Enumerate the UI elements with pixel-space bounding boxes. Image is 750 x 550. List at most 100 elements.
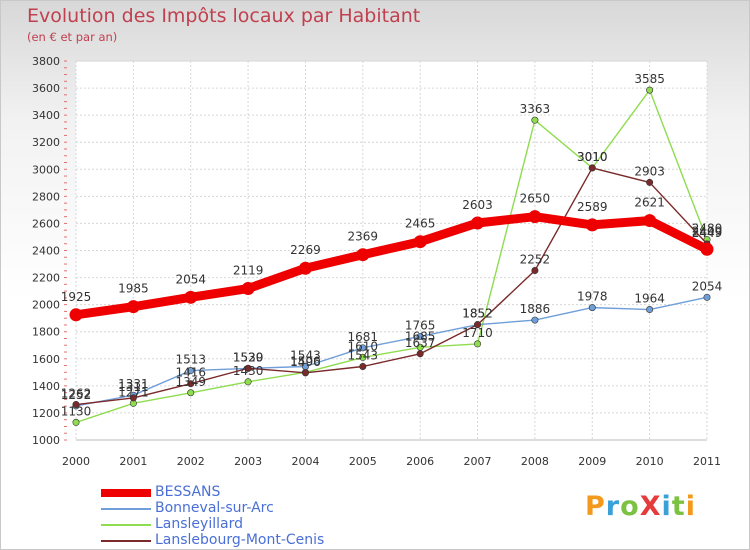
y-tick-label: 2000 (32, 299, 60, 312)
series-line-0 (71, 212, 712, 320)
logo-letter: i (685, 491, 696, 522)
data-point-3 (72, 401, 80, 409)
data-label: 1765 (405, 318, 436, 332)
logo-letter: P (585, 491, 606, 522)
data-point-0 (528, 210, 542, 224)
data-label: 1496 (290, 355, 321, 369)
data-point-1 (187, 367, 195, 375)
legend-swatch (101, 540, 151, 542)
x-tick-label: 2008 (521, 455, 549, 468)
data-label: 1271 (118, 385, 149, 399)
data-label: 1985 (118, 282, 149, 296)
y-tick-label: 1000 (32, 434, 60, 447)
data-label: 2449 (692, 226, 723, 240)
data-point-3 (244, 364, 252, 372)
legend-item: Lanslebourg-Mont-Cenis (101, 532, 401, 549)
data-label: 3585 (634, 72, 665, 86)
data-point-3 (646, 178, 654, 186)
data-point-3 (531, 267, 539, 275)
data-label: 2903 (634, 164, 665, 178)
data-label: 3010 (577, 150, 608, 164)
legend-swatch (101, 489, 151, 497)
y-tick-label: 3600 (32, 82, 60, 95)
data-label: 1978 (577, 290, 608, 304)
data-point-2 (646, 86, 654, 94)
data-point-3 (474, 321, 482, 329)
data-label: 2369 (348, 230, 379, 244)
data-point-0 (413, 235, 427, 249)
data-label: 2119 (233, 264, 264, 278)
x-tick-label: 2004 (291, 455, 319, 468)
data-point-0 (69, 308, 83, 322)
legend-item: Bonneval-sur-Arc (101, 500, 401, 517)
logo-letter: i (661, 491, 672, 522)
x-tick-label: 2006 (406, 455, 434, 468)
y-tick-label: 1800 (32, 326, 60, 339)
y-tick-label: 2400 (32, 245, 60, 258)
legend: BESSANS Bonneval-sur-Arc Lansleyillard Lans… (101, 484, 401, 549)
y-tick-label: 3000 (32, 163, 60, 176)
data-point-3 (588, 164, 596, 172)
y-tick-label: 2200 (32, 272, 60, 285)
data-point-2 (474, 340, 482, 348)
y-tick-label: 1600 (32, 353, 60, 366)
data-point-2 (72, 418, 80, 426)
x-tick-label: 2005 (349, 455, 377, 468)
y-tick-label: 3400 (32, 109, 60, 122)
data-label: 2480 (692, 222, 723, 236)
data-label: 1311 (118, 380, 149, 394)
data-label: 2650 (520, 192, 551, 206)
legend-label: Lanslebourg-Mont-Cenis (155, 532, 325, 548)
y-tick-label: 1400 (32, 380, 60, 393)
data-point-1 (531, 316, 539, 324)
data-label: 1710 (462, 326, 493, 340)
data-label: 1500 (290, 354, 321, 368)
data-point-3 (187, 380, 195, 388)
data-label: 2269 (290, 243, 321, 257)
data-point-0 (643, 214, 657, 228)
data-label: 1513 (175, 353, 206, 367)
data-point-0 (241, 282, 255, 296)
data-label: 2465 (405, 217, 436, 231)
chart-subtitle: (en € et par an) (27, 30, 118, 44)
data-label: 1685 (405, 329, 436, 343)
x-tick-label: 2002 (177, 455, 205, 468)
data-label: 3363 (520, 102, 551, 116)
legend-swatch (101, 524, 151, 526)
y-tick-label: 3800 (32, 55, 60, 68)
data-label: 1886 (520, 302, 551, 316)
data-point-0 (126, 300, 140, 314)
data-point-0 (700, 242, 714, 256)
data-point-2 (531, 116, 539, 124)
data-label: 1964 (634, 292, 665, 306)
x-tick-label: 2007 (464, 455, 492, 468)
legend-item: BESSANS (101, 484, 401, 501)
data-point-1 (588, 304, 596, 312)
data-label: 1637 (405, 336, 436, 350)
data-point-0 (356, 248, 370, 262)
data-point-3 (416, 350, 424, 358)
legend-label: BESSANS (155, 484, 221, 500)
data-label: 1925 (61, 290, 92, 304)
logo-letter: X (639, 491, 662, 522)
x-tick-label: 2010 (636, 455, 664, 468)
y-tick-label: 3200 (32, 136, 60, 149)
data-label: 1349 (175, 375, 206, 389)
data-label: 2252 (520, 253, 551, 267)
data-point-1 (703, 293, 711, 301)
x-tick-label: 2011 (693, 455, 721, 468)
data-label: 1852 (462, 307, 493, 321)
data-label: 2409 (692, 224, 723, 238)
series-line-3 (75, 167, 708, 406)
data-point-2 (359, 353, 367, 361)
data-label: 1852 (462, 307, 493, 321)
x-tick-label: 2003 (234, 455, 262, 468)
data-label: 1416 (175, 366, 206, 380)
data-point-0 (471, 216, 485, 230)
data-point-0 (585, 218, 599, 232)
data-label: 2054 (175, 272, 206, 286)
series-line-2 (75, 89, 708, 424)
data-point-3 (301, 369, 309, 377)
